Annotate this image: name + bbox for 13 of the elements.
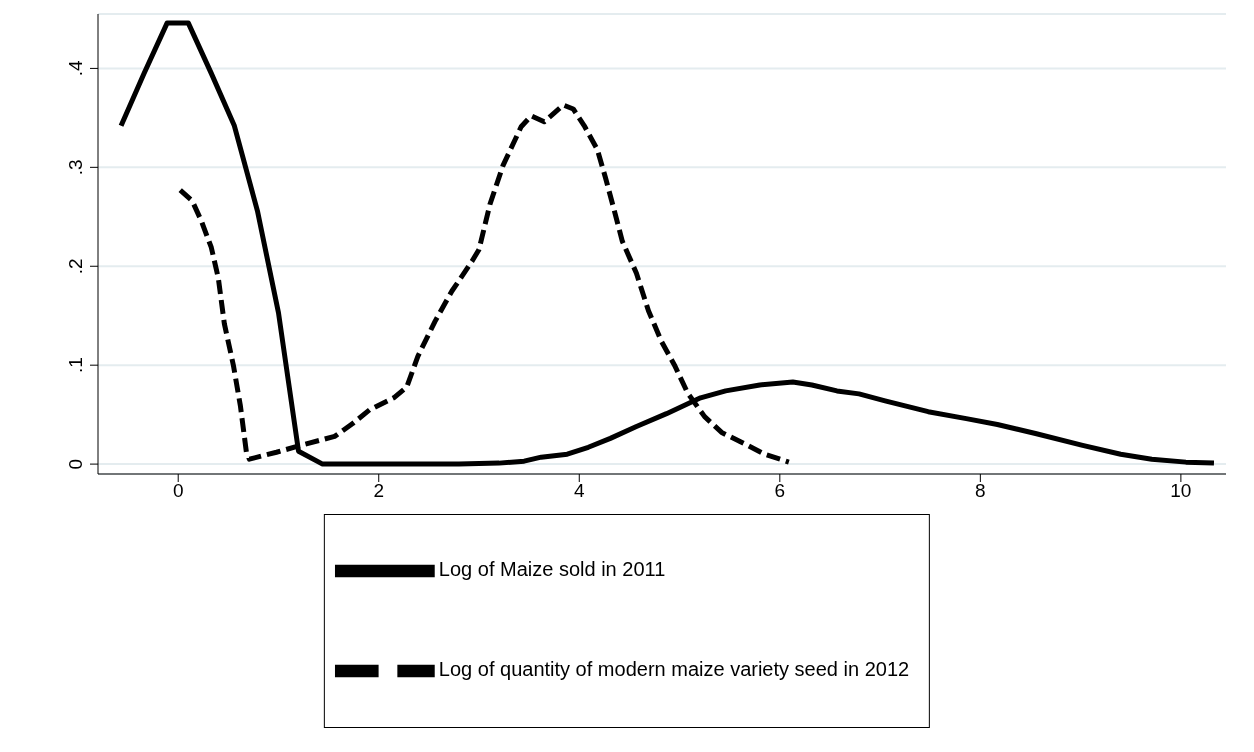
- x-tick-label: 2: [373, 480, 385, 502]
- x-tick-label: 8: [975, 480, 986, 502]
- y-tick-label: 0: [65, 458, 86, 470]
- legend-label: Log of quantity of modern maize variety seed in 2012: [438, 658, 910, 681]
- y-tick-label: .1: [65, 357, 86, 374]
- x-tick-label: 10: [1170, 480, 1192, 502]
- y-tick-label: .3: [65, 159, 86, 176]
- y-tick-label: .4: [65, 60, 86, 77]
- x-tick-label: 0: [172, 480, 184, 502]
- x-tick-label: 6: [774, 480, 786, 502]
- x-tick-label: 4: [573, 480, 585, 502]
- y-tick-label: .2: [65, 258, 86, 275]
- legend-label: Log of Maize sold in 2011: [438, 558, 666, 581]
